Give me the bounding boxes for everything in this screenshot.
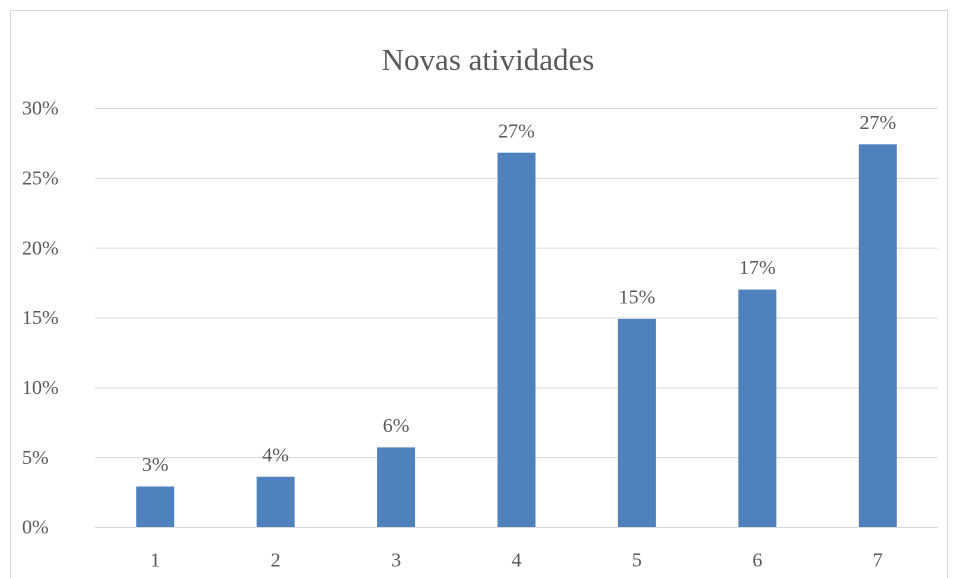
data-label: 27%	[498, 120, 535, 142]
y-tick-label: 25%	[22, 167, 59, 189]
chart-title: Novas atividades	[382, 42, 595, 77]
y-tick-label: 30%	[22, 98, 59, 120]
bar	[497, 152, 536, 527]
data-label: 3%	[142, 454, 169, 476]
x-tick-label: 5	[632, 550, 642, 572]
bar	[858, 144, 897, 527]
x-tick-label: 4	[512, 550, 522, 572]
bar	[617, 318, 656, 527]
data-label: 15%	[619, 286, 656, 308]
x-tick-label: 3	[391, 550, 401, 572]
x-tick-label: 2	[271, 550, 281, 572]
bar	[738, 289, 777, 527]
bar	[377, 447, 416, 527]
data-label: 4%	[262, 444, 289, 466]
bar	[136, 486, 175, 527]
data-label: 27%	[859, 112, 896, 134]
x-tick-label: 6	[752, 550, 762, 572]
y-tick-label: 5%	[22, 447, 49, 469]
data-label: 6%	[383, 415, 410, 437]
x-tick-label: 7	[873, 550, 883, 572]
y-tick-label: 15%	[22, 307, 59, 329]
bar	[256, 476, 295, 527]
data-label: 17%	[739, 257, 776, 279]
y-tick-label: 20%	[22, 237, 59, 259]
y-tick-label: 10%	[22, 377, 59, 399]
chart-frame	[10, 10, 948, 578]
x-tick-label: 1	[150, 550, 160, 572]
y-tick-label: 0%	[22, 517, 49, 539]
